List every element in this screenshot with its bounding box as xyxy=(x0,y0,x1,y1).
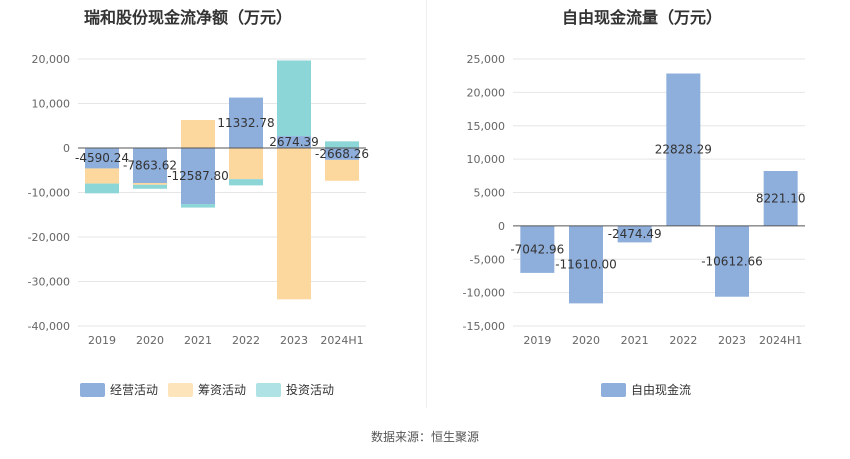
fcf-bar-primary xyxy=(617,225,652,243)
chart-divider xyxy=(426,0,427,408)
fcf-bar-primary xyxy=(763,170,798,226)
cashflow-bar-primary xyxy=(85,148,119,169)
fcf-y-tick-label: 25,000 xyxy=(467,53,506,66)
cashflow-bar-series1 xyxy=(229,148,263,180)
fcf-bar-primary xyxy=(666,73,701,226)
fcf-data-label: 8221.10 xyxy=(756,191,806,205)
cashflow-x-tick-label: 2024H1 xyxy=(320,334,363,347)
cashflow-data-label: -12587.80 xyxy=(167,169,229,183)
cashflow-x-tick-label: 2020 xyxy=(136,334,164,347)
fcf-x-tick-label: 2020 xyxy=(572,334,600,347)
cashflow-x-tick-label: 2022 xyxy=(232,334,260,347)
cashflow-bar-primary xyxy=(229,97,263,148)
cashflow-bar-series2 xyxy=(133,184,167,189)
right-chart-title: 自由现金流量（万元） xyxy=(562,8,723,27)
cashflow-y-tick-label: 0 xyxy=(63,142,70,155)
fcf-y-tick-label: -15,000 xyxy=(463,320,505,333)
cashflow-x-tick-label: 2021 xyxy=(184,334,212,347)
fcf-data-label: -2474.49 xyxy=(608,227,662,241)
fcf-bar-primary xyxy=(715,225,749,297)
fcf-legend-swatch xyxy=(601,383,626,397)
cashflow-data-label: 2674.39 xyxy=(269,135,319,149)
fcf-bar-primary xyxy=(520,225,555,273)
fcf-y-tick-label: 5,000 xyxy=(474,187,506,200)
fcf-legend-label: 自由现金流 xyxy=(631,382,691,397)
fcf-data-label: -10612.66 xyxy=(701,254,763,268)
fcf-data-label: -11610.00 xyxy=(555,258,617,272)
cashflow-y-tick-label: -40,000 xyxy=(28,320,70,333)
fcf-data-label: -7042.96 xyxy=(510,242,564,256)
fcf-y-tick-label: 10,000 xyxy=(467,153,506,166)
fcf-y-tick-label: -10,000 xyxy=(463,287,505,300)
cashflow-y-tick-label: -30,000 xyxy=(28,276,70,289)
cashflow-data-label: 11332.78 xyxy=(217,116,274,130)
fcf-y-tick-label: 15,000 xyxy=(467,120,506,133)
cashflow-legend-label: 筹资活动 xyxy=(198,383,246,397)
left-chart-title: 瑞和股份现金流净额（万元） xyxy=(84,8,293,27)
cashflow-legend-label: 经营活动 xyxy=(110,383,158,397)
cashflow-y-tick-label: 20,000 xyxy=(32,53,71,66)
fcf-data-label: 22828.29 xyxy=(655,143,712,157)
cashflow-bar-series2 xyxy=(229,179,263,186)
fcf-y-tick-label: 0 xyxy=(498,220,505,233)
cashflow-bar-primary xyxy=(181,148,215,205)
cashflow-x-tick-label: 2019 xyxy=(88,334,116,347)
cashflow-bar-series1 xyxy=(85,168,119,184)
cashflow-bar-series2 xyxy=(277,60,311,137)
cashflow-x-tick-label: 2023 xyxy=(280,334,308,347)
fcf-y-tick-label: -5,000 xyxy=(470,253,505,266)
cashflow-data-label: -4590.24 xyxy=(75,151,129,165)
fcf-bar-primary xyxy=(569,225,603,304)
cashflow-data-label: -7863.62 xyxy=(123,158,177,172)
fcf-x-tick-label: 2024H1 xyxy=(759,334,802,347)
cashflow-bar-series1 xyxy=(133,182,167,185)
cashflow-data-label: -2668.26 xyxy=(315,147,369,161)
cashflow-legend-swatch xyxy=(256,383,281,397)
cashflow-bar-series2 xyxy=(181,204,215,208)
fcf-y-tick-label: 20,000 xyxy=(467,86,506,99)
cashflow-bar-series2 xyxy=(85,183,119,194)
cashflow-legend-label: 投资活动 xyxy=(286,382,334,397)
fcf-x-tick-label: 2022 xyxy=(669,334,697,347)
fcf-x-tick-label: 2019 xyxy=(523,334,551,347)
cashflow-legend-swatch xyxy=(80,383,105,397)
cashflow-y-tick-label: -10,000 xyxy=(28,187,70,200)
cashflow-bar-primary xyxy=(325,148,359,160)
cashflow-bar-primary xyxy=(133,148,167,183)
cashflow-y-tick-label: -20,000 xyxy=(28,231,70,244)
fcf-x-tick-label: 2023 xyxy=(718,334,746,347)
fcf-x-tick-label: 2021 xyxy=(621,334,649,347)
data-source-note: 数据来源：恒生聚源 xyxy=(370,430,479,444)
cashflow-legend-swatch xyxy=(168,383,193,397)
cashflow-bar-series1 xyxy=(181,119,215,148)
cashflow-bar-series2 xyxy=(325,141,359,148)
cashflow-bar-series1 xyxy=(325,159,359,181)
cashflow-bar-series1 xyxy=(277,148,311,300)
cashflow-y-tick-label: 10,000 xyxy=(32,98,71,111)
cashflow-bar-primary xyxy=(277,136,311,148)
